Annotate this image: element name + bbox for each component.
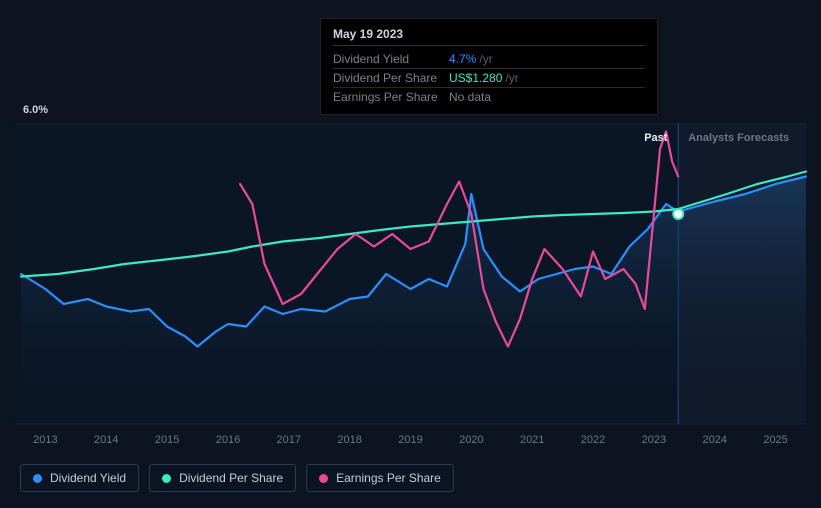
x-tick: 2015 — [155, 434, 179, 446]
x-tick: 2023 — [642, 434, 666, 446]
x-axis: 2013 2014 2015 2016 2017 2018 2019 2020 2021 2022… — [15, 434, 806, 452]
forecast-label: Analysts Forecasts — [688, 132, 789, 144]
x-tick: 2014 — [94, 434, 118, 446]
tooltip-value: No data — [449, 90, 491, 104]
x-tick: 2020 — [459, 434, 483, 446]
tooltip-value: US$1.280 — [449, 71, 502, 85]
legend-dot-icon — [162, 474, 171, 483]
tooltip-suffix: /yr — [505, 71, 518, 85]
legend-item[interactable]: Dividend Yield — [20, 464, 139, 492]
x-tick: 2013 — [33, 434, 57, 446]
dividend-chart: 6.0% 0% Past Analysts Forecasts 20132014… — [15, 102, 806, 452]
tooltip-row: Dividend Per ShareUS$1.280/yr — [333, 69, 645, 88]
past-label: Past — [644, 132, 667, 144]
chart-tooltip: May 19 2023 Dividend Yield4.7%/yrDividen… — [320, 18, 658, 115]
y-axis-max: 6.0% — [23, 104, 48, 116]
x-tick: 2022 — [581, 434, 605, 446]
tooltip-date: May 19 2023 — [333, 27, 645, 46]
legend-dot-icon — [33, 474, 42, 483]
legend-label: Dividend Per Share — [179, 471, 283, 485]
chart-plot[interactable] — [15, 124, 806, 424]
x-tick: 2021 — [520, 434, 544, 446]
x-tick: 2019 — [398, 434, 422, 446]
legend-label: Dividend Yield — [50, 471, 126, 485]
tooltip-value: 4.7% — [449, 52, 476, 66]
tooltip-label: Dividend Yield — [333, 52, 449, 66]
x-tick: 2025 — [763, 434, 787, 446]
legend-dot-icon — [319, 474, 328, 483]
x-tick: 2017 — [277, 434, 301, 446]
x-tick: 2016 — [216, 434, 240, 446]
tooltip-label: Earnings Per Share — [333, 90, 449, 104]
legend: Dividend Yield Dividend Per Share Earnings… — [20, 464, 454, 492]
tooltip-suffix: /yr — [479, 52, 492, 66]
x-tick: 2024 — [702, 434, 726, 446]
legend-item[interactable]: Earnings Per Share — [306, 464, 454, 492]
tooltip-row: Dividend Yield4.7%/yr — [333, 50, 645, 69]
legend-item[interactable]: Dividend Per Share — [149, 464, 296, 492]
x-tick: 2018 — [337, 434, 361, 446]
tooltip-label: Dividend Per Share — [333, 71, 449, 85]
tooltip-row: Earnings Per ShareNo data — [333, 88, 645, 106]
legend-label: Earnings Per Share — [336, 471, 441, 485]
